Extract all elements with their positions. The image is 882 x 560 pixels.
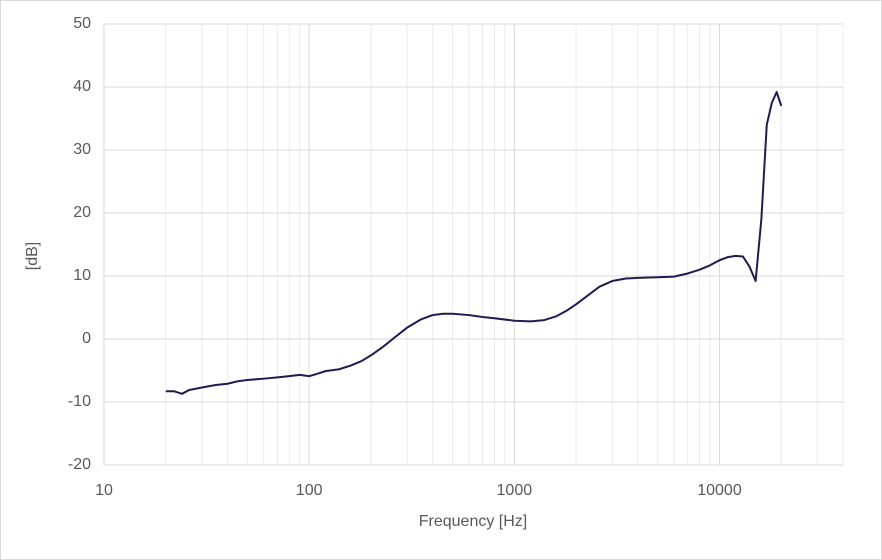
y-tick-label: 50	[73, 15, 91, 32]
y-tick-label: -20	[68, 456, 91, 473]
x-tick-label: 100	[296, 482, 323, 499]
y-tick-label: 20	[73, 204, 91, 221]
y-tick-label: 0	[82, 330, 91, 347]
x-axis-label: Frequency [Hz]	[419, 513, 527, 530]
x-tick-label: 10	[95, 482, 113, 499]
y-axis-label: [dB]	[24, 242, 41, 270]
x-tick-label: 10000	[697, 482, 742, 499]
y-tick-label: 40	[73, 78, 91, 95]
data-line	[165, 91, 783, 395]
y-tick-label: 30	[73, 141, 91, 158]
x-tick-label: 1000	[497, 482, 533, 499]
y-tick-label: -10	[68, 393, 91, 410]
y-tick-label: 10	[73, 267, 91, 284]
